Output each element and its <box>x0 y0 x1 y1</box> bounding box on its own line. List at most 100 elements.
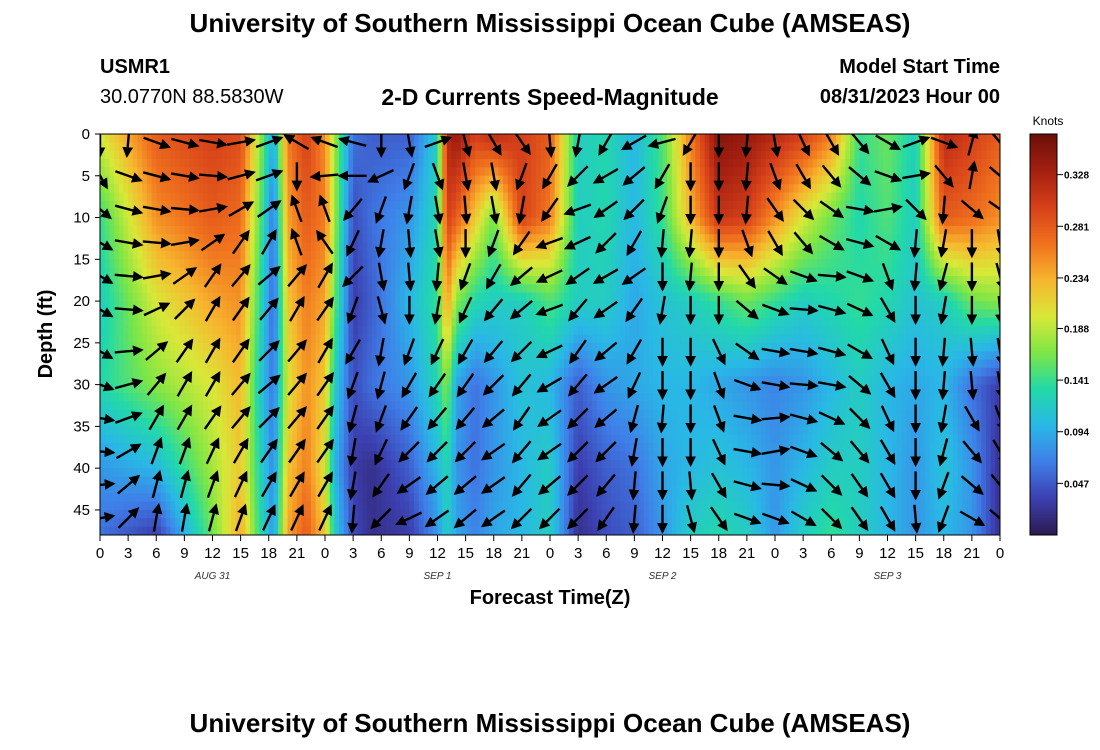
heatmap-cell <box>728 301 734 311</box>
heatmap-cell <box>367 150 373 160</box>
heatmap-cell <box>371 326 378 336</box>
heatmap-cell <box>292 342 298 352</box>
heatmap-cell <box>203 159 209 169</box>
heatmap-cell <box>287 276 293 285</box>
heatmap-cell <box>793 184 800 194</box>
station-coordinates: 30.0770N 88.5830W <box>100 86 284 108</box>
heatmap-cell <box>414 326 420 336</box>
heatmap-cell <box>395 326 401 336</box>
heatmap-cell <box>428 234 434 244</box>
heatmap-cell <box>217 301 223 311</box>
heatmap-cell <box>625 234 631 244</box>
heatmap-cell <box>535 292 542 302</box>
heatmap-cell <box>910 267 917 277</box>
heatmap-cell <box>273 276 279 285</box>
heatmap-cell <box>564 309 570 319</box>
heatmap-cell <box>835 267 842 277</box>
heatmap-cell <box>746 259 753 269</box>
heatmap-cell <box>610 192 617 202</box>
heatmap-cell <box>700 301 706 311</box>
heatmap-cell <box>320 134 326 143</box>
heatmap-cell <box>760 175 767 185</box>
heatmap-cell <box>864 192 870 202</box>
heatmap-cell <box>550 209 556 219</box>
heatmap-cell <box>259 301 265 311</box>
heatmap-cell <box>118 342 125 352</box>
heatmap-cell <box>925 326 931 336</box>
heatmap-cell <box>339 184 345 194</box>
heatmap-cell <box>132 317 139 327</box>
heatmap-cell <box>779 200 785 210</box>
heatmap-cell <box>854 150 860 160</box>
heatmap-cell <box>901 309 907 319</box>
heatmap-cell <box>910 309 917 319</box>
heatmap-cell <box>742 317 748 327</box>
heatmap-cell <box>723 150 729 160</box>
heatmap-cell <box>507 134 514 143</box>
heatmap-cell <box>592 234 598 244</box>
heatmap-cell <box>756 292 762 302</box>
heatmap-cell <box>906 225 912 235</box>
heatmap-cell <box>114 134 120 143</box>
heatmap-cell <box>976 309 982 319</box>
heatmap-cell <box>170 267 176 277</box>
heatmap-cell <box>559 175 565 185</box>
heatmap-cell <box>803 217 809 227</box>
heatmap-cell <box>770 159 776 169</box>
heatmap-cell <box>934 309 940 319</box>
heatmap-cell <box>259 317 265 327</box>
heatmap-cell <box>896 217 903 227</box>
heatmap-cell <box>948 134 954 143</box>
heatmap-cell <box>859 250 865 260</box>
heatmap-cell <box>929 317 935 327</box>
heatmap-cell <box>282 225 289 235</box>
heatmap-cell <box>151 250 157 260</box>
heatmap-cell <box>259 250 265 260</box>
heatmap-cell <box>512 134 518 143</box>
heatmap-cell <box>123 184 129 194</box>
heatmap-cell <box>292 267 298 277</box>
heatmap-cell <box>756 334 762 344</box>
heatmap-cell <box>789 259 795 269</box>
heatmap-cell <box>521 217 528 227</box>
heatmap-cell <box>779 259 785 269</box>
heatmap-cell <box>864 326 870 336</box>
heatmap-cell <box>479 267 485 277</box>
heatmap-cell <box>521 301 528 311</box>
heatmap-cell <box>489 292 495 302</box>
heatmap-cell <box>793 309 800 319</box>
heatmap-cell <box>423 192 429 202</box>
heatmap-cell <box>676 150 682 160</box>
heatmap-cell <box>639 250 645 260</box>
heatmap-cell <box>615 150 621 160</box>
heatmap-cell <box>498 209 504 219</box>
heatmap-cell <box>165 184 171 194</box>
heatmap-cell <box>189 276 195 285</box>
heatmap-cell <box>526 250 532 260</box>
heatmap-cell <box>695 142 701 152</box>
heatmap-cell <box>268 276 275 285</box>
heatmap-cell <box>606 167 612 177</box>
heatmap-cell <box>971 234 978 244</box>
heatmap-cell <box>610 217 617 227</box>
heatmap-cell <box>179 234 185 244</box>
heatmap-cell <box>643 209 650 219</box>
heatmap-cell <box>114 217 120 227</box>
heatmap-cell <box>643 225 650 235</box>
heatmap-cell <box>231 134 237 143</box>
heatmap-cell <box>915 217 921 227</box>
heatmap-cell <box>545 334 551 344</box>
heatmap-cell <box>610 159 617 169</box>
heatmap-cell <box>250 301 256 311</box>
heatmap-cell <box>315 342 321 352</box>
heatmap-cell <box>676 259 682 269</box>
heatmap-cell <box>887 234 893 244</box>
heatmap-cell <box>100 200 106 210</box>
heatmap-cell <box>165 309 171 319</box>
heatmap-cell <box>287 150 293 160</box>
heatmap-cell <box>718 326 725 336</box>
heatmap-cell <box>104 267 110 277</box>
heatmap-cell <box>671 200 678 210</box>
heatmap-cell <box>864 250 870 260</box>
heatmap-cell <box>381 142 387 152</box>
